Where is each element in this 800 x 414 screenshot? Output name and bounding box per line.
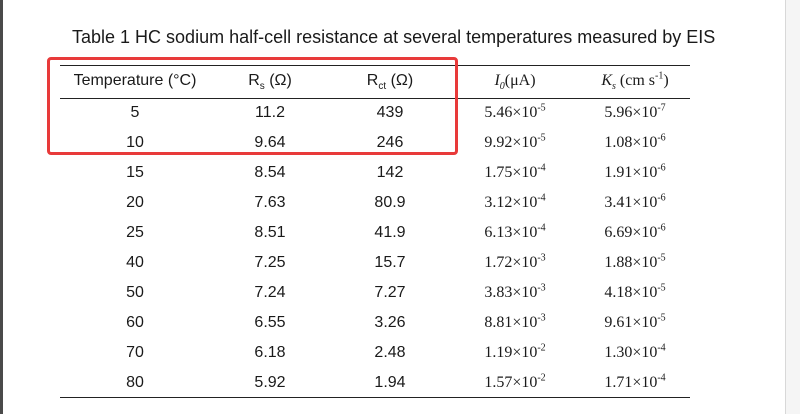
- scrollbar-track[interactable]: [785, 0, 800, 414]
- table-row: 25 8.51 41.9 6.13×10-4 6.69×10-6: [60, 218, 690, 248]
- cell-rct: 2.48: [374, 344, 406, 361]
- header-temperature: Temperature (°C): [73, 72, 197, 89]
- cell-rct: 15.7: [374, 254, 406, 271]
- cell-temperature: 60: [126, 314, 144, 331]
- cell-rct: 1.94: [374, 374, 406, 391]
- table-row: 60 6.55 3.26 8.81×10-3 9.61×10-5: [60, 308, 690, 338]
- table-row: 15 8.54 142 1.75×10-4 1.91×10-6: [60, 158, 690, 188]
- cell-i0: 8.81×10-3: [484, 312, 546, 331]
- cell-temperature: 40: [126, 254, 144, 271]
- cell-i0: 6.13×10-4: [484, 222, 546, 241]
- table-top-rule: [60, 65, 690, 66]
- table-row: 40 7.25 15.7 1.72×10-3 1.88×10-5: [60, 248, 690, 278]
- cell-rs: 7.24: [254, 284, 286, 301]
- header-rct: Rct (Ω): [366, 72, 414, 93]
- cell-ks: 4.18×10-5: [604, 282, 666, 301]
- window-left-edge: [0, 0, 3, 414]
- table-row: 10 9.64 246 9.92×10-5 1.08×10-6: [60, 128, 690, 158]
- header-rs: Rs (Ω): [248, 72, 292, 93]
- cell-rct: 439: [376, 104, 404, 121]
- cell-rs: 7.25: [254, 254, 286, 271]
- cell-rs: 6.55: [254, 314, 286, 331]
- cell-temperature: 10: [126, 134, 144, 151]
- cell-ks: 3.41×10-6: [604, 192, 666, 211]
- cell-i0: 9.92×10-5: [484, 132, 546, 151]
- table-row: 5 11.2 439 5.46×10-5 5.96×10-7: [60, 98, 690, 128]
- cell-i0: 3.12×10-4: [484, 192, 546, 211]
- cell-rs: 8.51: [254, 224, 286, 241]
- cell-rs: 7.63: [254, 194, 286, 211]
- cell-i0: 1.75×10-4: [484, 162, 546, 181]
- header-ks: Ks (cm s-1): [601, 70, 669, 93]
- cell-rct: 80.9: [374, 194, 406, 211]
- cell-rs: 6.18: [254, 344, 286, 361]
- cell-ks: 6.69×10-6: [604, 222, 666, 241]
- table-row: 70 6.18 2.48 1.19×10-2 1.30×10-4: [60, 338, 690, 368]
- cell-temperature: 80: [126, 374, 144, 391]
- table-caption: Table 1 HC sodium half-cell resistance a…: [72, 27, 716, 47]
- table-row: 20 7.63 80.9 3.12×10-4 3.41×10-6: [60, 188, 690, 218]
- cell-temperature: 50: [126, 284, 144, 301]
- cell-ks: 5.96×10-7: [604, 102, 666, 121]
- cell-i0: 1.57×10-2: [484, 372, 546, 391]
- cell-i0: 1.19×10-2: [484, 342, 546, 361]
- table-bottom-rule: [60, 397, 690, 398]
- cell-rs: 9.64: [254, 134, 286, 151]
- cell-rct: 3.26: [374, 314, 406, 331]
- cell-rct: 41.9: [374, 224, 406, 241]
- cell-rs: 8.54: [254, 164, 286, 181]
- cell-rct: 246: [376, 134, 404, 151]
- cell-rs: 11.2: [255, 104, 285, 121]
- cell-temperature: 5: [130, 104, 140, 121]
- cell-ks: 1.71×10-4: [604, 372, 666, 391]
- table-row: 50 7.24 7.27 3.83×10-3 4.18×10-5: [60, 278, 690, 308]
- cell-i0: 3.83×10-3: [484, 282, 546, 301]
- cell-ks: 1.08×10-6: [604, 132, 666, 151]
- cell-temperature: 15: [126, 164, 144, 181]
- cell-ks: 1.91×10-6: [604, 162, 666, 181]
- cell-temperature: 25: [126, 224, 144, 241]
- cell-i0: 1.72×10-3: [484, 252, 546, 271]
- cell-rct: 142: [376, 164, 404, 181]
- cell-ks: 1.88×10-5: [604, 252, 666, 271]
- cell-rs: 5.92: [254, 374, 286, 391]
- table-header-rule: [60, 98, 690, 99]
- cell-ks: 9.61×10-5: [604, 312, 666, 331]
- cell-rct: 7.27: [374, 284, 406, 301]
- cell-i0: 5.46×10-5: [484, 102, 546, 121]
- cell-temperature: 20: [126, 194, 144, 211]
- header-i0: I0(μA): [494, 72, 536, 93]
- table-header-row: Temperature (°C) Rs (Ω) Rct (Ω) I0(μA) K…: [60, 66, 690, 96]
- table-row: 80 5.92 1.94 1.57×10-2 1.71×10-4: [60, 368, 690, 398]
- cell-temperature: 70: [126, 344, 144, 361]
- cell-ks: 1.30×10-4: [604, 342, 666, 361]
